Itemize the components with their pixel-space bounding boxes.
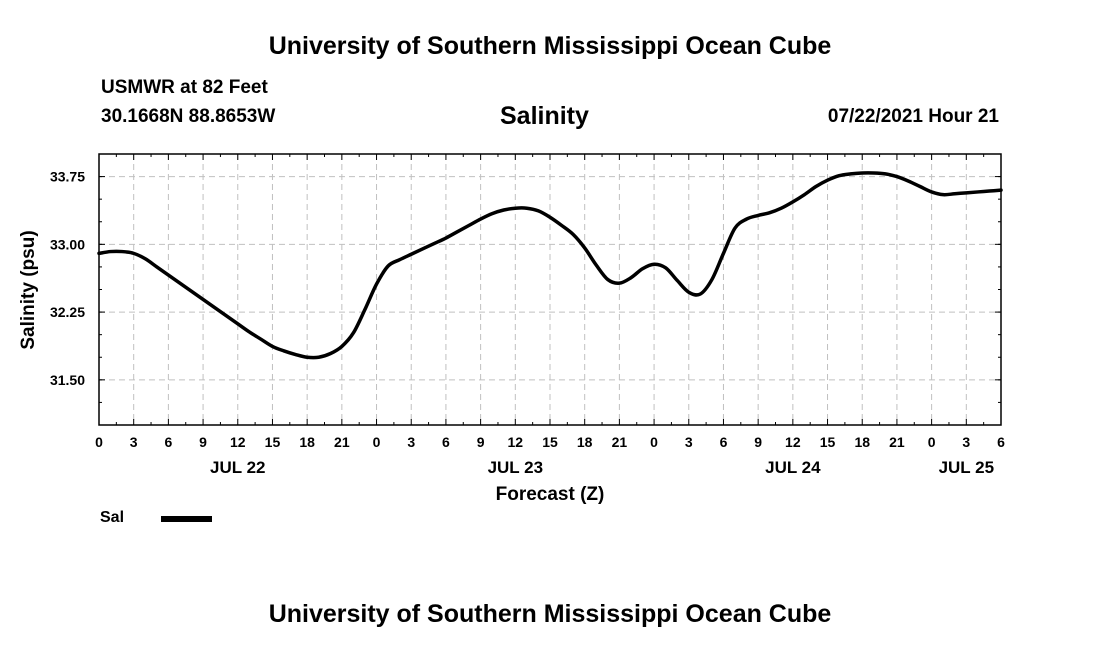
y-tick-label: 33.75: [50, 169, 85, 185]
chart-title: Salinity: [500, 102, 589, 130]
x-tick-label: 15: [542, 434, 558, 450]
x-tick-label: 18: [854, 434, 870, 450]
x-tick-label: 12: [785, 434, 801, 450]
legend-line-swatch: [161, 516, 212, 522]
x-tick-label: 3: [962, 434, 970, 450]
top-title: University of Southern Mississippi Ocean…: [268, 32, 832, 60]
date-label: JUL 22: [210, 458, 265, 477]
series-layer: [97, 171, 1003, 360]
date-label: JUL 25: [939, 458, 994, 477]
x-tick-label: 0: [650, 434, 658, 450]
y-axis-label: Salinity (psu): [18, 230, 39, 349]
x-tick-label: 9: [477, 434, 485, 450]
x-tick-label: 6: [997, 434, 1005, 450]
date-label: JUL 24: [765, 458, 821, 477]
x-tick-label: 9: [754, 434, 762, 450]
x-tick-label: 18: [299, 434, 315, 450]
grid-lines: [99, 154, 1001, 425]
x-axis-label: Forecast (Z): [496, 484, 605, 505]
x-tick-label: 18: [577, 434, 593, 450]
station-label: USMWR at 82 Feet: [101, 77, 268, 98]
x-tick-label: 3: [130, 434, 138, 450]
axis-ticks: [98, 154, 1002, 425]
axis-labels: 0 3 6 9 12 15 18 21 0 3 6 9 12 15 18 21 0 3 6 9 12 15 18 21 0 3 6J…: [50, 169, 1005, 477]
x-tick-label: 21: [889, 434, 905, 450]
x-tick-label: 21: [612, 434, 628, 450]
x-tick-label: 21: [334, 434, 350, 450]
x-tick-label: 12: [230, 434, 246, 450]
x-tick-label: 15: [820, 434, 836, 450]
x-tick-label: 9: [199, 434, 207, 450]
y-tick-label: 32.25: [50, 304, 85, 320]
x-tick-label: 0: [373, 434, 381, 450]
location-label: 30.1668N 88.8653W: [101, 106, 276, 127]
x-tick-label: 0: [928, 434, 936, 450]
x-tick-label: 3: [407, 434, 415, 450]
x-tick-label: 12: [508, 434, 524, 450]
x-tick-label: 0: [95, 434, 103, 450]
x-tick-label: 15: [265, 434, 281, 450]
timestamp-label: 07/22/2021 Hour 21: [827, 106, 999, 127]
bottom-title: University of Southern Mississippi Ocean…: [268, 600, 832, 628]
date-label: JUL 23: [488, 458, 543, 477]
y-tick-label: 33.00: [50, 236, 85, 252]
x-tick-label: 6: [442, 434, 450, 450]
x-tick-label: 6: [164, 434, 172, 450]
series-line-sal: [97, 171, 1003, 360]
legend-label: Sal: [100, 509, 125, 526]
x-tick-label: 3: [685, 434, 693, 450]
y-tick-label: 31.50: [50, 372, 85, 388]
x-tick-label: 6: [720, 434, 728, 450]
